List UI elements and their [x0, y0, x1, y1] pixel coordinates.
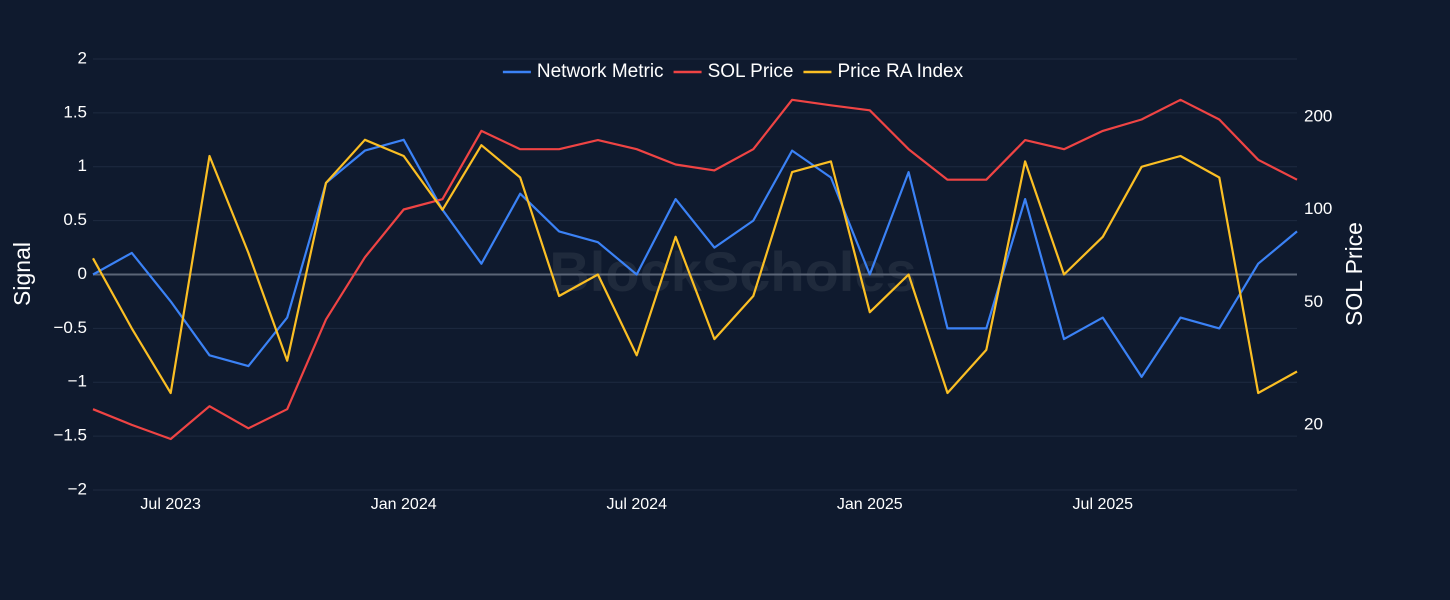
y-tick-label: 0 [78, 264, 87, 283]
y2-tick-label: 20 [1304, 414, 1323, 433]
y-tick-label: 1.5 [63, 102, 87, 121]
y2-tick-label: 50 [1304, 292, 1323, 311]
legend-label: Network Metric [537, 61, 664, 82]
x-tick-label: Jul 2025 [1073, 496, 1134, 513]
x-tick-label: Jul 2024 [606, 496, 667, 513]
series-line [92, 138, 1298, 378]
series-line [92, 138, 1298, 395]
legend-label: Price RA Index [837, 61, 963, 82]
y-tick-label: −1 [68, 372, 87, 391]
y-tick-label: 0.5 [63, 210, 87, 229]
y-tick-label: −0.5 [53, 318, 87, 337]
x-tick-label: Jan 2025 [837, 496, 903, 513]
y2-tick-label: 200 [1304, 106, 1332, 125]
series-line [92, 98, 1298, 441]
y2-tick-label: 100 [1304, 199, 1332, 218]
y-axis-title: Signal [9, 242, 35, 306]
y-tick-label: 1 [78, 156, 87, 175]
y2-axis-title: SOL Price [1341, 222, 1367, 326]
watermark: BlockScholes [549, 240, 916, 303]
y-tick-label: 2 [78, 48, 87, 67]
legend-label: SOL Price [708, 61, 794, 82]
x-tick-label: Jan 2024 [371, 496, 437, 513]
y-tick-label: −1.5 [53, 426, 87, 445]
x-tick-label: Jul 2023 [140, 496, 201, 513]
y-tick-label: −2 [68, 479, 87, 498]
